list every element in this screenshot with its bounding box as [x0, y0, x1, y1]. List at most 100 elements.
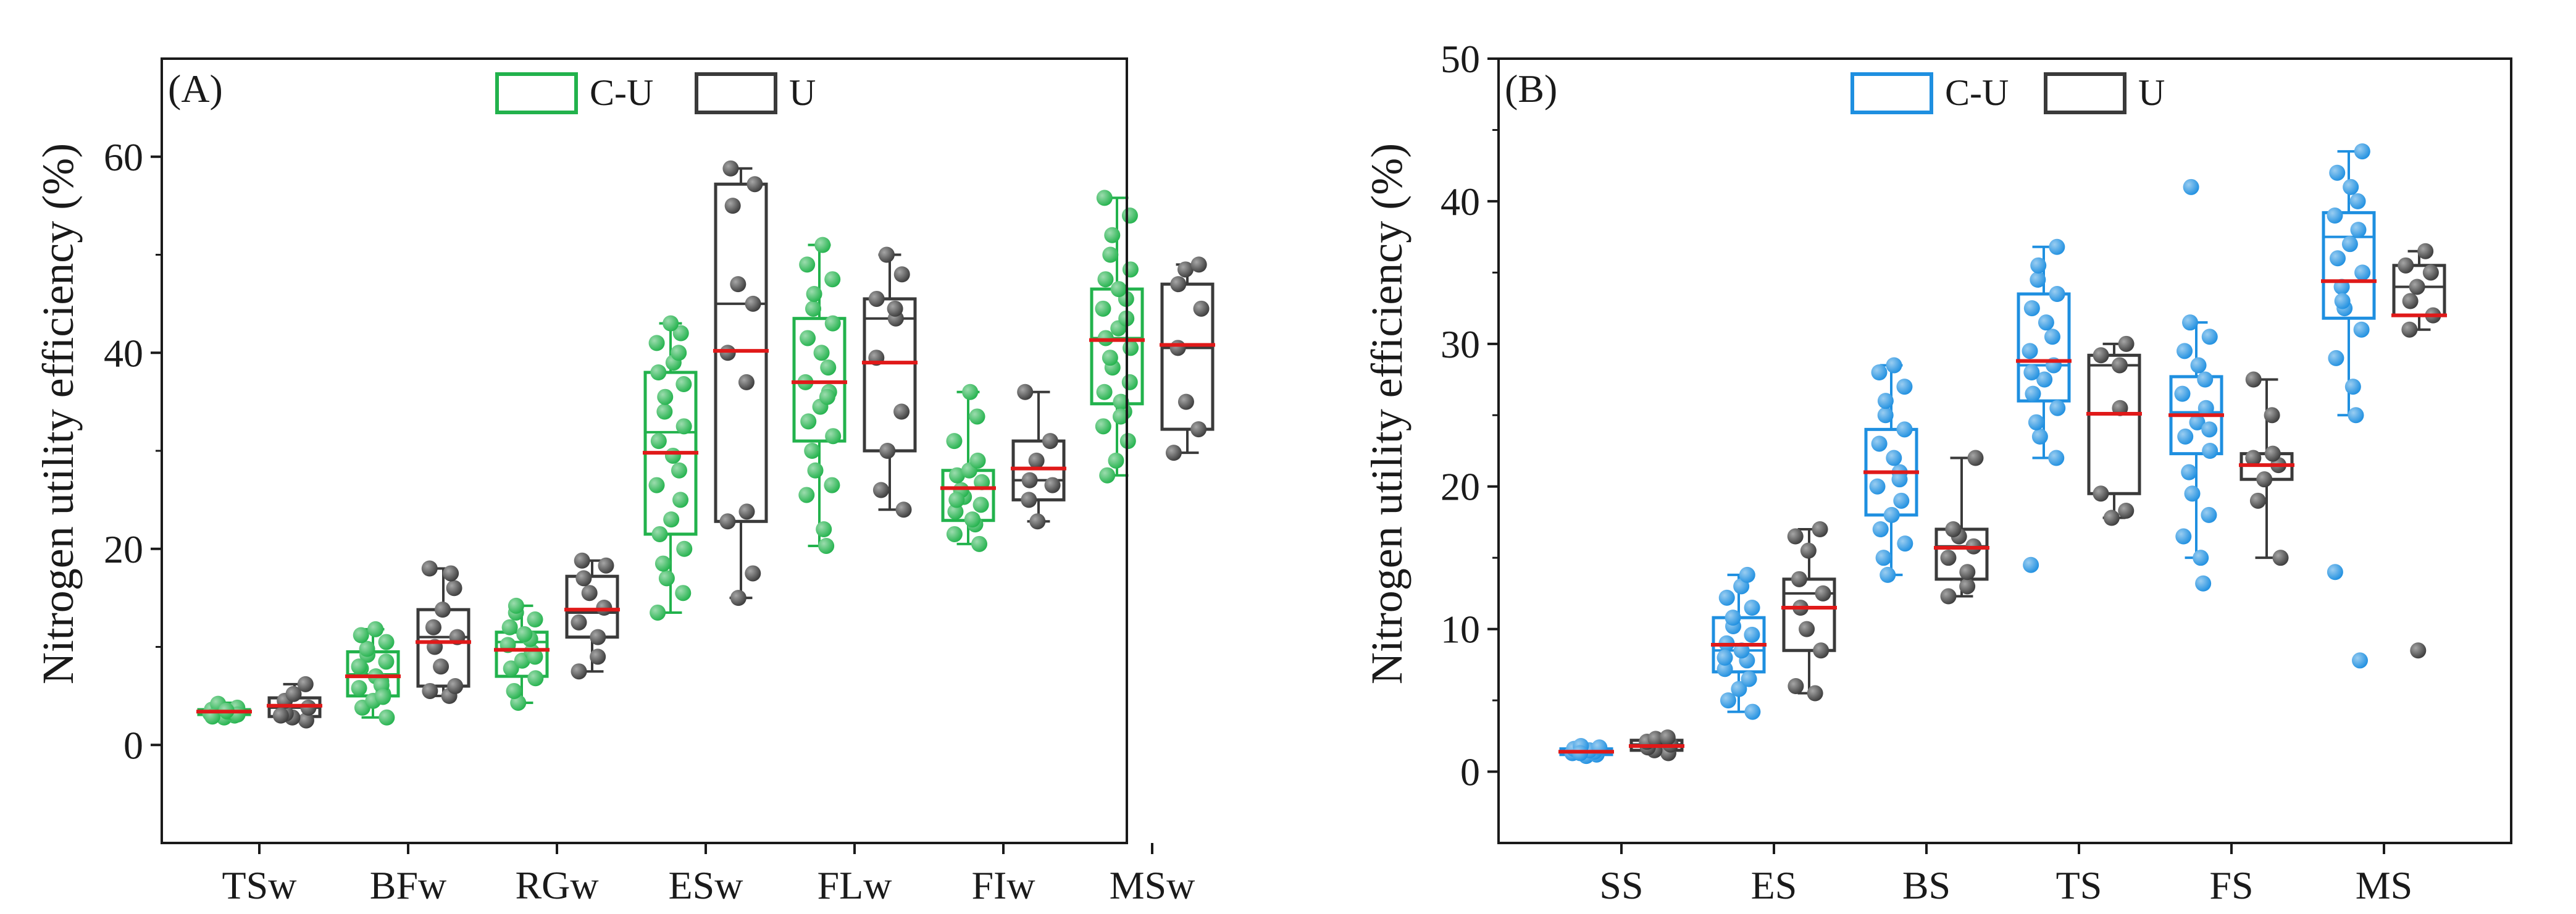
x-tick-label: MSw — [1110, 863, 1195, 907]
data-point — [1169, 340, 1186, 356]
data-point — [434, 602, 451, 618]
data-point — [1812, 521, 1828, 537]
data-point — [1815, 585, 1831, 602]
data-point — [805, 300, 822, 317]
data-point — [297, 676, 314, 692]
data-point — [1959, 578, 1976, 595]
data-point — [962, 384, 979, 400]
data-point — [527, 611, 543, 628]
data-point — [1891, 471, 1908, 488]
data-point — [1886, 450, 1902, 466]
data-point — [658, 570, 675, 587]
data-point — [2417, 243, 2434, 259]
data-point — [663, 315, 679, 332]
data-point — [1177, 393, 1194, 410]
data-point — [2175, 528, 2192, 545]
data-point — [516, 626, 533, 642]
data-point — [421, 560, 438, 577]
panel-a-plot-frame — [161, 57, 1128, 844]
data-point — [298, 712, 314, 729]
data-point — [2031, 428, 2048, 445]
panel-b-legend-swatch-u — [2044, 72, 2126, 114]
x-tick-label: MS — [2356, 863, 2413, 907]
y-tick-label: 50 — [1441, 37, 1480, 81]
x-tick-label: BFw — [370, 863, 447, 907]
box-c-u-ts — [2016, 238, 2072, 573]
data-point — [378, 653, 395, 670]
data-point — [2197, 371, 2214, 388]
box-c-u-ss — [1558, 737, 1614, 765]
panel-a: Nitrogen utility efficiency (%) 0 20 40 60 T… — [33, 57, 1215, 907]
data-point — [972, 497, 989, 513]
data-point — [825, 428, 842, 445]
data-point — [2025, 385, 2041, 402]
data-point — [425, 619, 441, 635]
data-point — [2193, 550, 2209, 566]
panel-a-legend-swatch-u — [695, 72, 777, 114]
data-point — [719, 513, 736, 530]
box-c-u-fs — [2168, 178, 2224, 592]
data-point — [575, 570, 592, 587]
data-point — [1095, 418, 1111, 435]
data-point — [664, 447, 681, 464]
data-point — [964, 511, 981, 528]
data-point — [1017, 384, 1034, 400]
data-point — [824, 315, 841, 332]
data-point — [2022, 343, 2038, 359]
data-point — [2177, 343, 2193, 359]
data-point — [1112, 408, 1129, 425]
data-point — [2410, 642, 2427, 659]
data-point — [1739, 566, 1755, 583]
y-tick-label: 20 — [104, 527, 143, 571]
data-point — [2264, 445, 2281, 462]
data-point — [1021, 472, 1038, 488]
data-point — [2093, 485, 2109, 502]
box-c-u-bfw — [345, 621, 401, 726]
box-u-es — [1781, 521, 1837, 702]
panel-b-tag: (B) — [1505, 67, 1557, 111]
data-point — [819, 388, 835, 405]
data-point — [824, 477, 840, 493]
data-point — [745, 565, 761, 582]
data-point — [1113, 393, 1129, 410]
data-point — [2174, 385, 2191, 402]
data-point — [1872, 521, 1889, 537]
data-point — [820, 359, 837, 376]
data-point — [887, 300, 903, 317]
data-point — [1896, 421, 1913, 438]
data-point — [745, 295, 761, 312]
x-tick-label: ESw — [669, 863, 743, 907]
box-u-bs — [1934, 450, 1989, 605]
data-point — [527, 648, 543, 665]
data-point — [2201, 329, 2218, 345]
data-point — [1720, 692, 1736, 709]
data-point — [1877, 393, 1894, 409]
data-point — [2344, 379, 2361, 395]
data-point — [571, 614, 587, 631]
x-tick-label: ES — [1751, 863, 1797, 907]
data-point — [1897, 535, 1913, 552]
data-point — [1121, 208, 1138, 224]
x-tick-label: TSw — [222, 863, 297, 907]
data-point — [359, 640, 375, 657]
data-point — [969, 452, 986, 469]
data-point — [1896, 379, 1913, 395]
panel-b-plot-frame — [1497, 57, 2512, 844]
data-point — [671, 462, 687, 479]
data-point — [2048, 450, 2065, 466]
data-point — [2118, 502, 2135, 519]
data-point — [2030, 257, 2047, 274]
data-point — [1718, 589, 1735, 606]
data-point — [2023, 556, 2039, 573]
y-tick-label: 0 — [1460, 750, 1480, 794]
data-point — [1110, 281, 1127, 298]
data-point — [672, 492, 689, 508]
data-point — [2272, 550, 2289, 566]
data-point — [433, 658, 450, 675]
data-point — [798, 487, 815, 503]
data-point — [813, 345, 830, 361]
box-u-flw — [862, 246, 918, 518]
data-point — [1959, 564, 1976, 581]
data-point — [1744, 600, 1760, 616]
